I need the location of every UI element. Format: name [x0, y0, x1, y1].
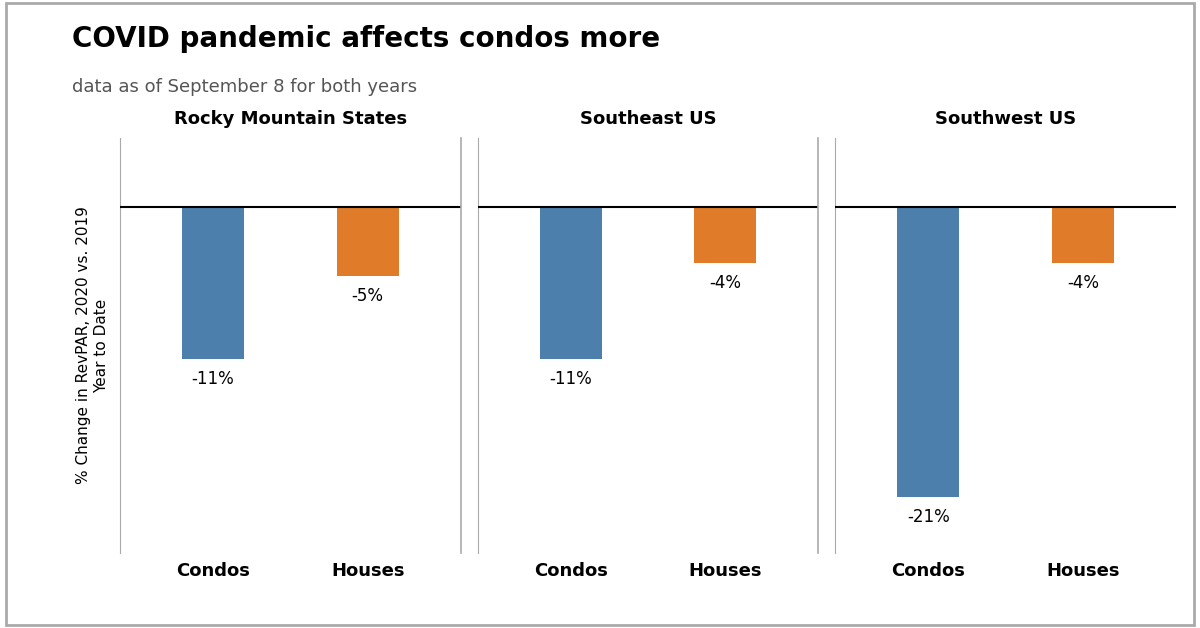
Bar [540, 207, 601, 359]
Text: -11%: -11% [550, 371, 592, 388]
Bar [898, 207, 959, 497]
Y-axis label: % Change in RevPAR, 2020 vs. 2019
Year to Date: % Change in RevPAR, 2020 vs. 2019 Year t… [77, 207, 109, 484]
Title: Southeast US: Southeast US [580, 111, 716, 128]
Bar [695, 207, 756, 263]
Text: -11%: -11% [192, 371, 234, 388]
Bar [182, 207, 244, 359]
Text: -4%: -4% [1067, 274, 1099, 291]
Text: -4%: -4% [709, 274, 742, 291]
Text: -21%: -21% [907, 509, 949, 526]
Text: -5%: -5% [352, 288, 384, 305]
Title: Southwest US: Southwest US [935, 111, 1076, 128]
Bar [1052, 207, 1114, 263]
Title: Rocky Mountain States: Rocky Mountain States [174, 111, 407, 128]
Bar [337, 207, 398, 276]
Text: data as of September 8 for both years: data as of September 8 for both years [72, 78, 418, 97]
Text: COVID pandemic affects condos more: COVID pandemic affects condos more [72, 25, 660, 53]
